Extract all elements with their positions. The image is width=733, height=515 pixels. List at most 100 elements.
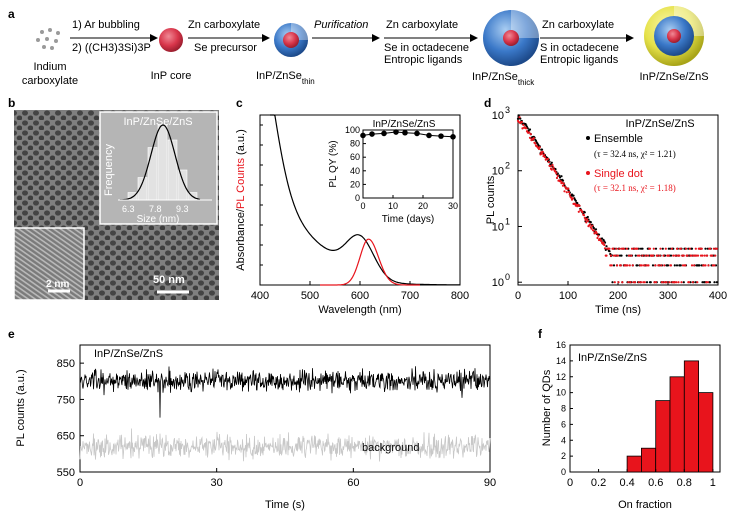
single-dot-point (582, 214, 586, 217)
single-dot-point (687, 281, 691, 284)
c-xtick-label-1: 500 (301, 290, 319, 302)
on-fraction-histogram: 0 2 4 6 8 10 12 14 16 (556, 340, 714, 477)
product-inp-core: InP core (151, 70, 192, 82)
f-ytick-label-0: 0 (561, 467, 566, 477)
single-dot-point (665, 281, 668, 284)
product-thin: InP/ZnSethin (256, 70, 315, 86)
single-dot-point (625, 247, 628, 250)
e-xtick-label-0: 0 (77, 477, 83, 489)
ensemble-point (690, 247, 694, 250)
c-inset-title: InP/ZnSe/ZnS (373, 119, 436, 130)
single-dot-point (578, 204, 581, 207)
step4-line2: Se in octadecene (384, 42, 469, 54)
single-dot-point (679, 247, 682, 250)
d-xtick-label-2: 200 (609, 290, 627, 302)
ensemble-point (589, 221, 592, 224)
single-dot-point (621, 281, 624, 284)
single-dot-point (647, 264, 650, 267)
e-ytick-label-3: 550 (57, 467, 75, 479)
c-inset-xlabel-2: 20 (418, 201, 428, 211)
d-xticks: 0 100 200 300 400 (515, 281, 727, 302)
ensemble-point (540, 148, 544, 151)
e-yticks: 850 750 650 550 (57, 358, 84, 479)
f-xtick-label-0: 0 (567, 477, 573, 489)
ensemble-point (715, 281, 718, 284)
single-dot-point (664, 247, 667, 250)
f-ytick-label-3: 6 (561, 419, 566, 429)
step1-line1: 1) Ar bubbling (72, 19, 140, 31)
single-dot-point (638, 254, 641, 257)
single-dot-point (563, 190, 566, 193)
legend-single-marker (586, 171, 590, 175)
c-inset-ylabel-0: 0 (355, 193, 360, 203)
inp-core-particle (159, 28, 183, 52)
f-ytick-label-7: 14 (556, 356, 566, 366)
step5-line1: Zn carboxylate (542, 19, 614, 31)
d-ytick-label-3: 10 (492, 110, 504, 122)
single-dot-point (703, 254, 706, 257)
e-ytick-label-1: 750 (57, 394, 75, 406)
single-dot-point (581, 211, 584, 214)
single-dot-point (525, 127, 528, 130)
single-dot-point (696, 281, 699, 284)
f-ylabel: Number of QDs (541, 369, 553, 446)
single-dot-point (707, 264, 710, 267)
c-xtick-label-2: 600 (351, 290, 369, 302)
single-dot-point (640, 264, 643, 267)
d-ylabel: PL counts (485, 175, 497, 224)
single-dot-point (661, 281, 664, 284)
single-dot-point (690, 264, 694, 267)
single-dot-point (541, 150, 544, 153)
single-dot-point (590, 227, 593, 230)
single-dot-point (706, 281, 709, 284)
ensemble-point (592, 226, 595, 230)
f-bar-2 (655, 400, 671, 473)
single-dot-point (654, 264, 657, 267)
ensemble-point (561, 179, 565, 182)
legend-single-fit: (τ = 32.1 ns, χ² = 1.18) (594, 183, 676, 193)
single-dot-point (630, 247, 634, 250)
ensemble-point (645, 281, 649, 284)
ensemble-point (666, 264, 670, 267)
single-dot-point (713, 264, 716, 267)
step4-line3: Entropic ligands (384, 54, 463, 66)
single-dot-point (538, 146, 541, 149)
c-inset-xlabel: Time (days) (382, 214, 434, 225)
single-dot-point (631, 264, 634, 267)
single-dot-point (547, 161, 550, 164)
qy-point-7 (438, 133, 444, 139)
single-dot-point (668, 281, 671, 284)
single-dot-point (651, 254, 655, 257)
d-ytick-label-0: 10 (492, 277, 504, 289)
f-ytick-label-6: 12 (556, 372, 566, 382)
single-dot-point (656, 254, 659, 257)
gaussian-fit (119, 124, 201, 201)
single-dot-point (711, 254, 714, 257)
arrow-4-head (470, 34, 478, 42)
inp-inner-core (667, 29, 681, 43)
qy-point-1 (369, 131, 375, 137)
f-xticks: 0 0.2 0.4 0.6 0.8 1 (567, 469, 716, 489)
c-inset-ylabel-4: 80 (350, 139, 360, 149)
single-dot-point (678, 254, 681, 257)
inset-tick-1: 6.3 (122, 204, 135, 214)
single-dot-point (684, 247, 688, 250)
single-dot-point (658, 254, 661, 257)
panel-c: c Absorbance/PL Counts (a.u.) 400 500 600 7… (235, 96, 469, 316)
single-dot-point (556, 174, 559, 177)
single-dot-point (551, 163, 554, 167)
ensemble-point (636, 264, 639, 267)
ensemble-point (682, 281, 685, 284)
single-dot-point (603, 247, 607, 250)
scale-label-small: 2 nm (46, 279, 69, 290)
c-inset-ylabel-2: 40 (350, 166, 360, 176)
ensemble-point (649, 281, 652, 284)
f-bar-1 (641, 447, 657, 473)
qy-point-6 (426, 132, 432, 139)
f-label: InP/ZnSe/ZnS (578, 352, 647, 364)
legend-ensemble-marker (586, 136, 590, 140)
single-dot-point (619, 264, 622, 267)
single-dot-point (577, 210, 580, 213)
single-dot-point (693, 264, 696, 267)
